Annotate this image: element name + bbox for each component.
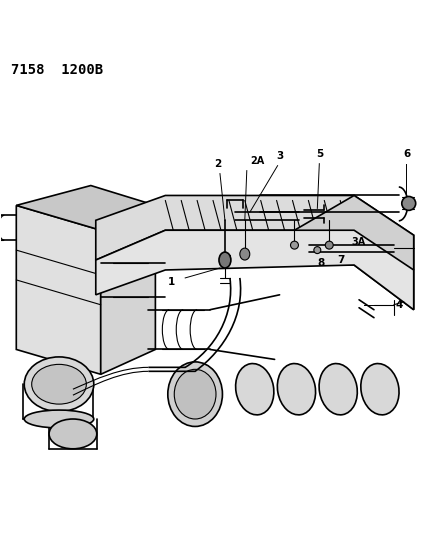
Text: 1: 1 bbox=[168, 277, 175, 287]
Ellipse shape bbox=[236, 364, 274, 415]
Ellipse shape bbox=[240, 248, 250, 260]
Text: 5: 5 bbox=[316, 149, 323, 159]
Polygon shape bbox=[96, 230, 414, 310]
Text: 7: 7 bbox=[337, 255, 344, 265]
Ellipse shape bbox=[361, 364, 399, 415]
Text: 3: 3 bbox=[276, 151, 283, 160]
Ellipse shape bbox=[24, 357, 94, 411]
Ellipse shape bbox=[277, 364, 316, 415]
Text: 6: 6 bbox=[403, 149, 411, 159]
Text: 7158  1200B: 7158 1200B bbox=[11, 63, 103, 77]
Ellipse shape bbox=[168, 362, 223, 426]
Ellipse shape bbox=[32, 365, 86, 404]
Ellipse shape bbox=[174, 369, 216, 419]
Ellipse shape bbox=[325, 241, 333, 249]
Polygon shape bbox=[16, 185, 155, 230]
Ellipse shape bbox=[290, 241, 299, 249]
Ellipse shape bbox=[219, 252, 231, 268]
Text: 4: 4 bbox=[396, 300, 403, 310]
Ellipse shape bbox=[314, 247, 321, 254]
Polygon shape bbox=[16, 205, 101, 374]
Polygon shape bbox=[96, 196, 414, 270]
Ellipse shape bbox=[24, 410, 94, 428]
Polygon shape bbox=[294, 196, 414, 310]
Ellipse shape bbox=[49, 419, 97, 449]
Polygon shape bbox=[101, 205, 155, 374]
Ellipse shape bbox=[319, 364, 357, 415]
Text: 8: 8 bbox=[317, 258, 325, 268]
Text: 2: 2 bbox=[214, 159, 222, 168]
Text: 3A: 3A bbox=[351, 237, 366, 247]
Text: 2A: 2A bbox=[250, 156, 264, 166]
Ellipse shape bbox=[402, 197, 416, 211]
